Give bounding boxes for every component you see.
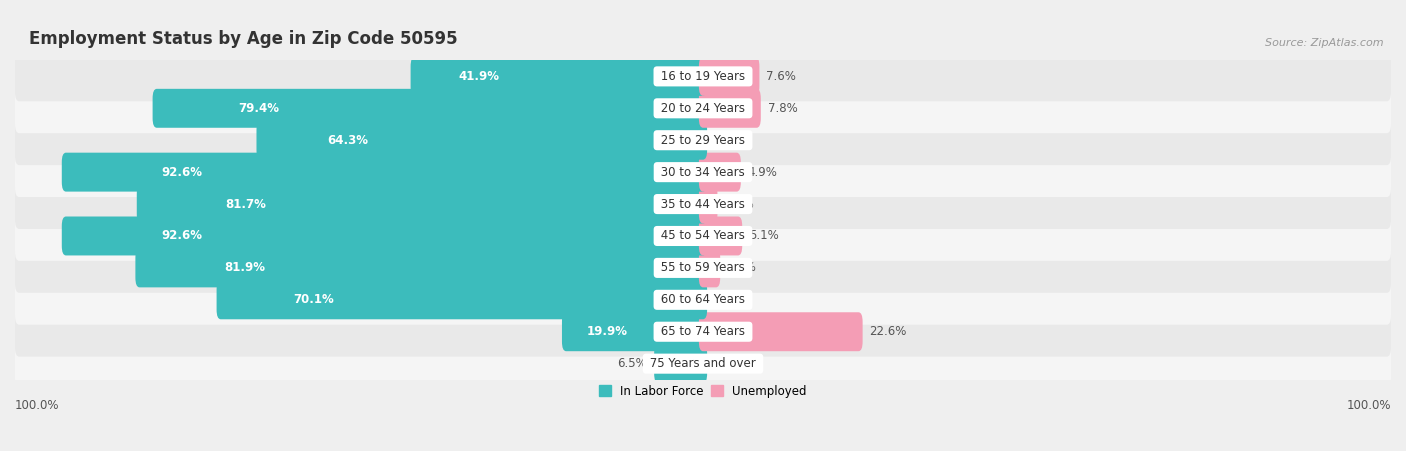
Text: 16 to 19 Years: 16 to 19 Years [657, 70, 749, 83]
Text: 0.0%: 0.0% [714, 357, 744, 370]
FancyBboxPatch shape [699, 216, 742, 255]
FancyBboxPatch shape [15, 179, 1391, 229]
Text: 7.6%: 7.6% [766, 70, 796, 83]
FancyBboxPatch shape [15, 275, 1391, 325]
FancyBboxPatch shape [699, 153, 741, 192]
Text: 92.6%: 92.6% [162, 230, 202, 243]
FancyBboxPatch shape [411, 57, 707, 96]
FancyBboxPatch shape [15, 211, 1391, 261]
FancyBboxPatch shape [15, 147, 1391, 197]
FancyBboxPatch shape [62, 153, 707, 192]
FancyBboxPatch shape [15, 83, 1391, 133]
Text: 1.9%: 1.9% [727, 262, 756, 274]
FancyBboxPatch shape [136, 184, 707, 224]
Text: Employment Status by Age in Zip Code 50595: Employment Status by Age in Zip Code 505… [28, 30, 457, 48]
FancyBboxPatch shape [135, 249, 707, 287]
FancyBboxPatch shape [62, 216, 707, 255]
Text: 79.4%: 79.4% [239, 102, 280, 115]
Legend: In Labor Force, Unemployed: In Labor Force, Unemployed [595, 380, 811, 402]
FancyBboxPatch shape [699, 57, 759, 96]
FancyBboxPatch shape [654, 344, 707, 383]
Text: 35 to 44 Years: 35 to 44 Years [657, 198, 749, 211]
Text: 41.9%: 41.9% [458, 70, 499, 83]
FancyBboxPatch shape [562, 312, 707, 351]
Text: 0.0%: 0.0% [714, 293, 744, 306]
Text: 81.9%: 81.9% [224, 262, 266, 274]
Text: 75 Years and over: 75 Years and over [647, 357, 759, 370]
FancyBboxPatch shape [699, 312, 863, 351]
Text: 64.3%: 64.3% [328, 133, 368, 147]
Text: 6.5%: 6.5% [617, 357, 647, 370]
FancyBboxPatch shape [15, 115, 1391, 165]
Text: 7.8%: 7.8% [768, 102, 797, 115]
Text: 1.5%: 1.5% [724, 198, 754, 211]
Text: 81.7%: 81.7% [225, 198, 266, 211]
Text: 25 to 29 Years: 25 to 29 Years [657, 133, 749, 147]
FancyBboxPatch shape [15, 243, 1391, 293]
Text: 65 to 74 Years: 65 to 74 Years [657, 325, 749, 338]
Text: 100.0%: 100.0% [15, 399, 59, 412]
Text: 20 to 24 Years: 20 to 24 Years [657, 102, 749, 115]
FancyBboxPatch shape [153, 89, 707, 128]
Text: 5.1%: 5.1% [749, 230, 779, 243]
Text: 100.0%: 100.0% [1347, 399, 1391, 412]
Text: 30 to 34 Years: 30 to 34 Years [657, 166, 749, 179]
FancyBboxPatch shape [15, 307, 1391, 357]
FancyBboxPatch shape [15, 339, 1391, 389]
Text: 4.9%: 4.9% [748, 166, 778, 179]
Text: 0.0%: 0.0% [714, 133, 744, 147]
FancyBboxPatch shape [256, 121, 707, 160]
FancyBboxPatch shape [699, 89, 761, 128]
Text: 45 to 54 Years: 45 to 54 Years [657, 230, 749, 243]
Text: 92.6%: 92.6% [162, 166, 202, 179]
Text: 22.6%: 22.6% [869, 325, 907, 338]
Text: Source: ZipAtlas.com: Source: ZipAtlas.com [1265, 37, 1384, 48]
FancyBboxPatch shape [699, 184, 717, 224]
FancyBboxPatch shape [15, 51, 1391, 101]
FancyBboxPatch shape [699, 249, 720, 287]
Text: 70.1%: 70.1% [292, 293, 333, 306]
Text: 19.9%: 19.9% [586, 325, 627, 338]
Text: 60 to 64 Years: 60 to 64 Years [657, 293, 749, 306]
Text: 55 to 59 Years: 55 to 59 Years [657, 262, 749, 274]
FancyBboxPatch shape [217, 281, 707, 319]
